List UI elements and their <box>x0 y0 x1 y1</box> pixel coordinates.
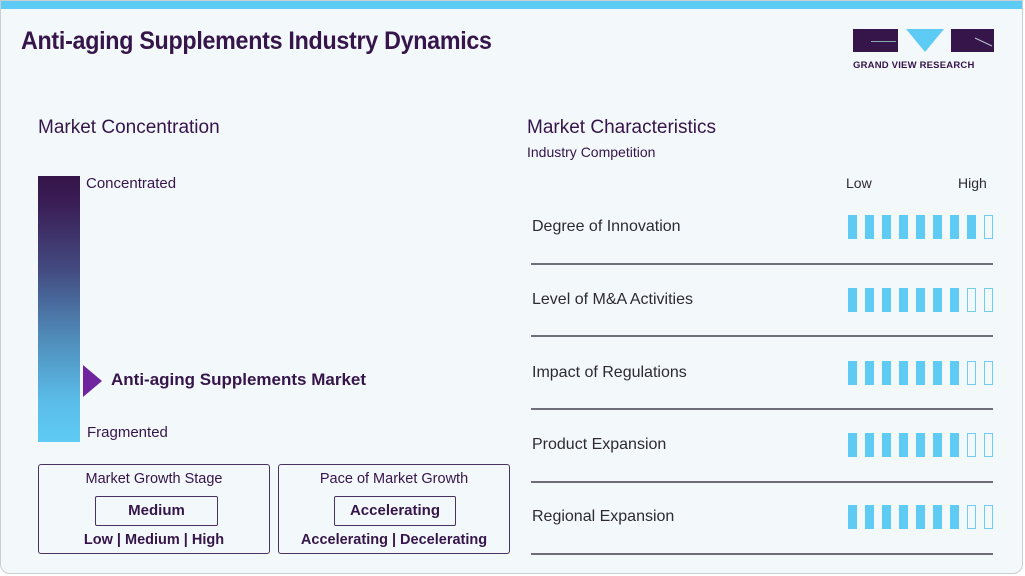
rating-bar-filled-icon <box>967 215 976 239</box>
rating-bar-filled-icon <box>899 288 908 312</box>
rating-bar-empty-icon <box>967 361 976 385</box>
growth-stage-value: Medium <box>95 496 218 526</box>
rating-bar-empty-icon <box>967 288 976 312</box>
rating-bar-filled-icon <box>848 288 857 312</box>
characteristic-label: Degree of Innovation <box>532 218 681 235</box>
growth-stage-title: Market Growth Stage <box>85 471 223 487</box>
rating-bar-filled-icon <box>933 215 942 239</box>
page-title: Anti-aging Supplements Industry Dynamics <box>21 27 492 55</box>
market-position-label: Anti-aging Supplements Market <box>111 370 367 389</box>
rating-bar-filled-icon <box>899 215 908 239</box>
rating-bar-empty-icon <box>984 433 993 457</box>
rating-bar-filled-icon <box>848 215 857 239</box>
rating-bar-filled-icon <box>950 433 959 457</box>
rating-bar-filled-icon <box>916 433 925 457</box>
row-divider <box>531 553 993 555</box>
industry-competition-subtitle: Industry Competition <box>527 144 656 160</box>
characteristic-row: Level of M&A Activities <box>531 288 993 360</box>
characteristic-label: Product Expansion <box>532 436 667 453</box>
rating-bar-empty-icon <box>984 361 993 385</box>
rating-bar-filled-icon <box>865 215 874 239</box>
characteristic-row: Regional Expansion <box>531 505 993 573</box>
rating-bar-empty-icon <box>984 505 993 529</box>
market-concentration-title: Market Concentration <box>38 117 220 138</box>
rating-bar-empty-icon <box>967 433 976 457</box>
rating-bar-filled-icon <box>950 215 959 239</box>
rating-bar-filled-icon <box>882 215 891 239</box>
rating-bar-filled-icon <box>882 433 891 457</box>
rating-bar-filled-icon <box>916 215 925 239</box>
rating-bar-filled-icon <box>950 288 959 312</box>
rating-bar-filled-icon <box>950 361 959 385</box>
row-divider <box>531 335 993 337</box>
rating-bar-filled-icon <box>848 361 857 385</box>
characteristic-label: Impact of Regulations <box>532 364 687 381</box>
characteristic-label: Level of M&A Activities <box>532 291 693 308</box>
rating-bar-filled-icon <box>865 288 874 312</box>
characteristic-row: Impact of Regulations <box>531 361 993 433</box>
rating-bar-filled-icon <box>882 505 891 529</box>
rating-bar-empty-icon <box>984 288 993 312</box>
logo-g-block-icon <box>853 29 898 52</box>
growth-pace-title: Pace of Market Growth <box>319 471 469 487</box>
rating-bar-filled-icon <box>916 361 925 385</box>
row-divider <box>531 408 993 410</box>
pace-of-growth-box: Pace of Market Growth Accelerating Accel… <box>278 464 510 554</box>
scale-low-label: Low <box>846 175 872 191</box>
rating-bar-empty-icon <box>984 215 993 239</box>
rating-bar-filled-icon <box>848 505 857 529</box>
growth-pace-value: Accelerating <box>334 496 456 526</box>
logo-g-line <box>871 41 896 42</box>
market-growth-stage-box: Market Growth Stage Medium Low | Medium … <box>38 464 270 554</box>
fragmented-label: Fragmented <box>87 424 168 441</box>
grand-view-research-logo: GRAND VIEW RESEARCH <box>853 29 997 73</box>
growth-pace-options: Accelerating | Decelerating <box>300 532 488 548</box>
logo-text: GRAND VIEW RESEARCH <box>853 60 975 71</box>
rating-bar-filled-icon <box>865 433 874 457</box>
logo-r-slash-icon <box>974 37 993 47</box>
concentrated-label: Concentrated <box>86 175 177 192</box>
rating-bar-filled-icon <box>899 361 908 385</box>
logo-v-triangle-icon <box>906 29 944 52</box>
rating-bar-filled-icon <box>916 288 925 312</box>
rating-bar-filled-icon <box>882 361 891 385</box>
rating-bar-empty-icon <box>967 505 976 529</box>
market-characteristics-title: Market Characteristics <box>527 117 716 138</box>
rating-bar-filled-icon <box>916 505 925 529</box>
accent-top-bar <box>1 1 1022 9</box>
row-divider <box>531 481 993 483</box>
rating-bar-filled-icon <box>882 288 891 312</box>
market-position-triangle-icon <box>83 365 102 397</box>
row-divider <box>531 263 993 265</box>
rating-bar-filled-icon <box>933 288 942 312</box>
rating-bar-filled-icon <box>848 433 857 457</box>
rating-bar-filled-icon <box>950 505 959 529</box>
rating-bar-filled-icon <box>899 433 908 457</box>
rating-bar-filled-icon <box>899 505 908 529</box>
rating-bar-filled-icon <box>933 361 942 385</box>
rating-bar-filled-icon <box>933 505 942 529</box>
growth-stage-options: Low | Medium | High <box>83 532 225 548</box>
rating-bar-filled-icon <box>933 433 942 457</box>
rating-bar-filled-icon <box>865 361 874 385</box>
characteristic-row: Degree of Innovation <box>531 215 993 287</box>
concentration-gradient-bar <box>38 176 80 442</box>
characteristic-row: Product Expansion <box>531 433 993 505</box>
characteristic-label: Regional Expansion <box>532 508 675 525</box>
logo-r-block-icon <box>951 29 994 52</box>
scale-high-label: High <box>958 175 987 191</box>
rating-bar-filled-icon <box>865 505 874 529</box>
